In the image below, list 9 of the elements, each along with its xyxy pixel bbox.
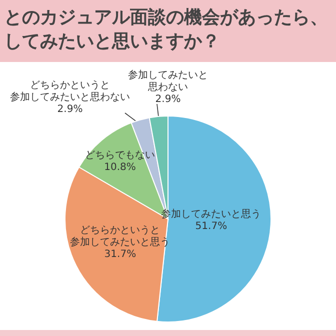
data-label: 10.8% [103, 162, 137, 174]
data-label: 2.9% [56, 104, 84, 116]
data-label: 31.7% [103, 249, 138, 262]
slice-label: 参加してみたいと思わない [128, 70, 208, 93]
data-label: 2.9% [155, 94, 181, 105]
slice-label: どちらかというと参加してみたいと思わない [10, 80, 130, 104]
data-label: 51.7% [194, 221, 228, 234]
chart-title: とのカジュアル面談の機会があったら、してみたいと思いますか？ [4, 6, 329, 54]
slice-label: どちらでもない [85, 150, 155, 162]
